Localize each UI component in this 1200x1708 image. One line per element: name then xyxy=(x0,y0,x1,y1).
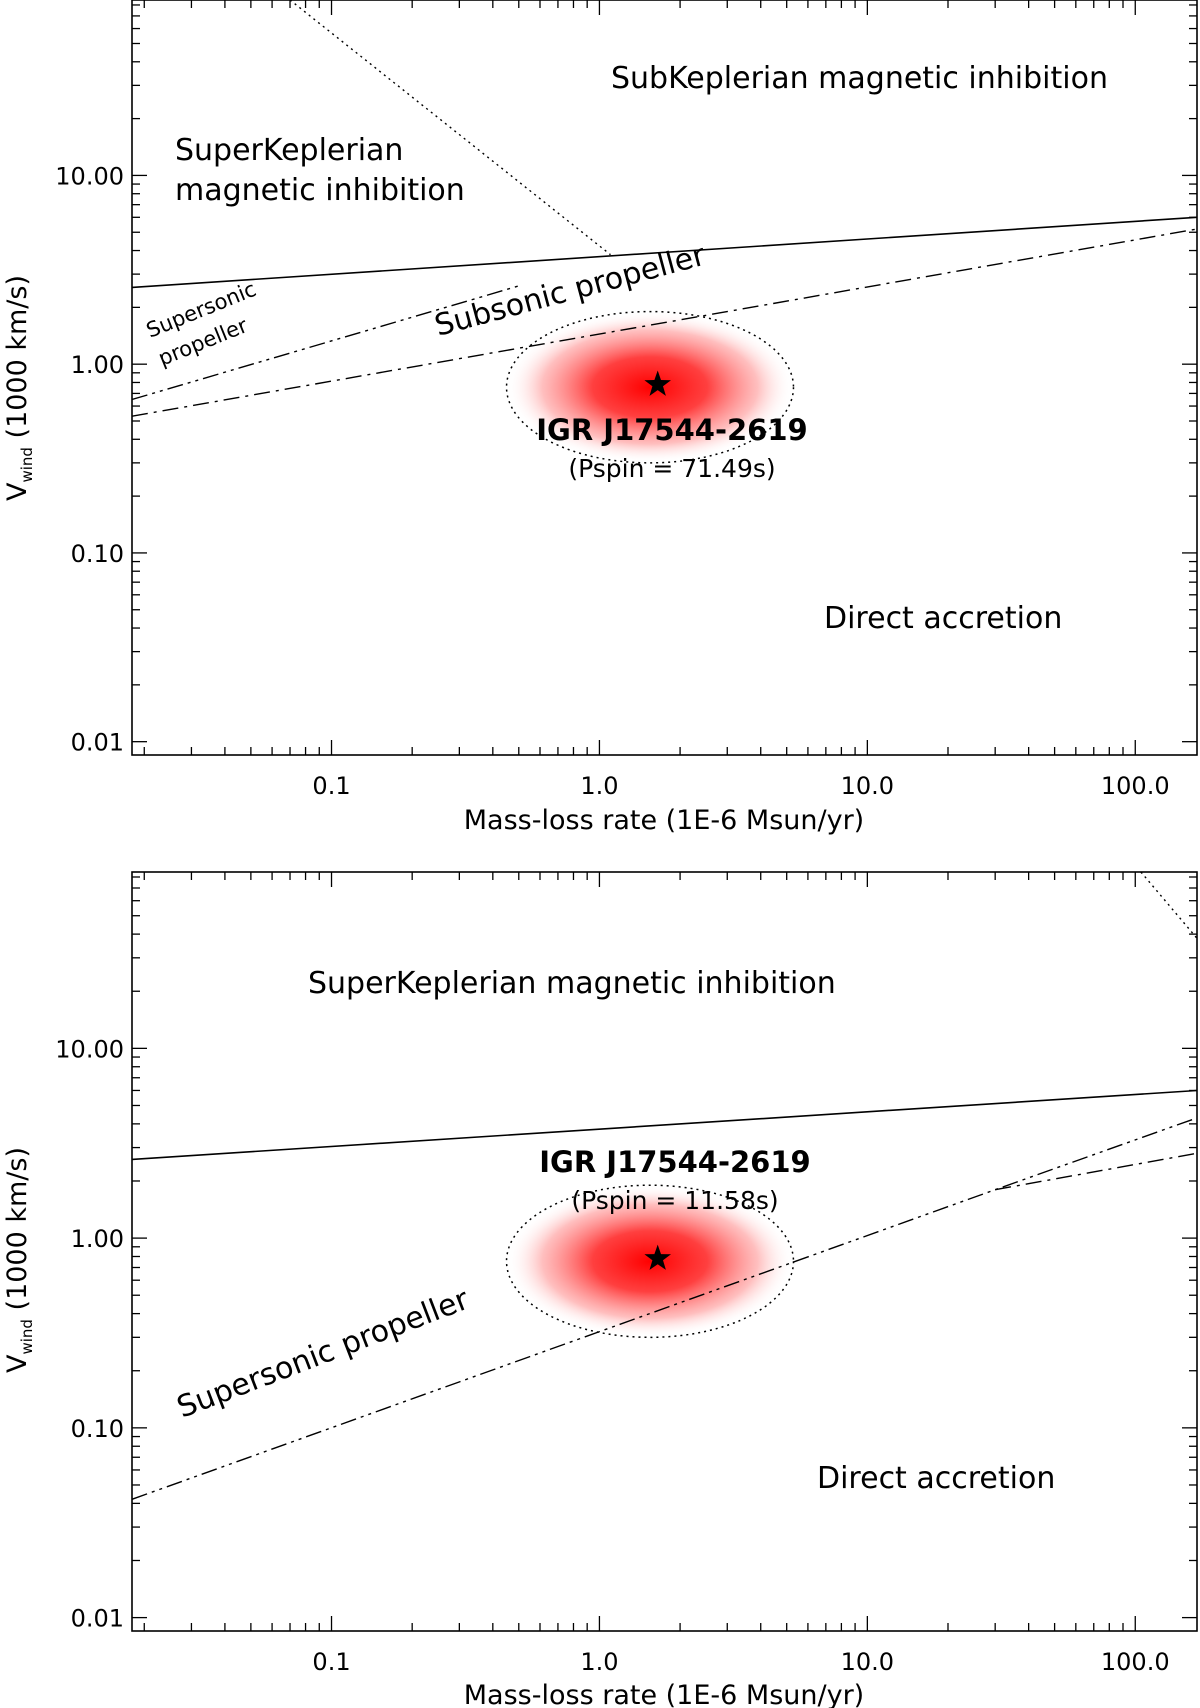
region-label-superkeplerian-line1: SuperKeplerian xyxy=(175,133,403,168)
x-tick-label: 100.0 xyxy=(1101,1648,1170,1676)
source-star-marker xyxy=(644,370,671,396)
x-tick-label: 100.0 xyxy=(1101,772,1170,800)
x-axis-title: Mass-loss rate (1E-6 Msun/yr) xyxy=(464,805,864,836)
axis-ticks xyxy=(132,0,1197,755)
series-subsonic-propeller-boundary xyxy=(132,228,1197,417)
region-label-direct-accretion: Direct accretion xyxy=(817,1461,1055,1496)
source-pspin-label: (Pspin = 71.49s) xyxy=(568,454,775,483)
y-axis-title-main: V xyxy=(2,1354,33,1373)
chart-panel-top: SubKeplerian magnetic inhibition SuperKe… xyxy=(2,0,1198,836)
source-error-ellipse xyxy=(505,310,795,464)
region-label-supersonic: Supersonic propeller xyxy=(172,1282,474,1426)
source-label: IGR J17544-2619 xyxy=(539,1145,810,1179)
y-axis-title: Vwind (1000 km/s) xyxy=(2,1147,36,1373)
source-error-region xyxy=(506,311,794,463)
region-label-subkeplerian: SubKeplerian magnetic inhibition xyxy=(611,61,1108,96)
series-supersonic-propeller-boundary xyxy=(132,285,519,401)
y-tick-label: 10.00 xyxy=(55,162,124,190)
series-subkeplerian-boundary xyxy=(1140,872,1197,939)
source-label: IGR J17544-2619 xyxy=(536,413,807,447)
series-subsonic-propeller-boundary xyxy=(995,1152,1197,1191)
x-tick-label: 10.0 xyxy=(841,772,894,800)
y-tick-label: 0.10 xyxy=(71,1415,124,1443)
x-tick-label: 1.0 xyxy=(580,1648,618,1676)
y-axis-title-subscript: wind xyxy=(18,1319,36,1354)
axis-ticks xyxy=(132,872,1197,1631)
x-tick-label: 0.1 xyxy=(312,1648,350,1676)
source-error-ellipse xyxy=(505,1184,795,1339)
x-tick-label: 1.0 xyxy=(580,772,618,800)
x-axis-title: Mass-loss rate (1E-6 Msun/yr) xyxy=(464,1680,864,1708)
x-tick-label: 10.0 xyxy=(841,1648,894,1676)
y-tick-label: 0.10 xyxy=(71,540,124,568)
y-tick-label: 10.00 xyxy=(55,1035,124,1063)
y-tick-label: 0.01 xyxy=(71,729,124,757)
source-pspin-label: (Pspin = 11.58s) xyxy=(571,1186,778,1215)
region-label-direct-accretion: Direct accretion xyxy=(824,601,1062,636)
y-axis-title-unit: (1000 km/s) xyxy=(2,1147,33,1319)
y-axis-title-unit: (1000 km/s) xyxy=(2,275,33,447)
plot-frame xyxy=(131,0,1198,756)
region-label-superkeplerian-line2: magnetic inhibition xyxy=(175,173,465,208)
series-superkeplerian-boundary xyxy=(132,1089,1197,1161)
y-tick-label: 1.00 xyxy=(71,351,124,379)
y-axis-title-main: V xyxy=(2,482,33,501)
x-tick-label: 0.1 xyxy=(312,772,350,800)
source-error-region xyxy=(506,1185,794,1338)
series-subkeplerian-boundary xyxy=(289,0,611,256)
region-label-superkeplerian: SuperKeplerian magnetic inhibition xyxy=(308,966,836,1001)
plot-frame xyxy=(131,871,1198,1632)
chart-panel-bottom: SuperKeplerian magnetic inhibition Super… xyxy=(2,871,1198,1708)
y-axis-title-subscript: wind xyxy=(18,447,36,482)
source-star-marker xyxy=(644,1244,671,1270)
series-superkeplerian-boundary xyxy=(132,216,1197,289)
y-tick-label: 1.00 xyxy=(71,1225,124,1253)
boundary-lines xyxy=(132,872,1197,1500)
y-axis-title: Vwind (1000 km/s) xyxy=(2,275,36,501)
y-tick-label: 0.01 xyxy=(71,1605,124,1633)
boundary-lines xyxy=(132,0,1197,417)
